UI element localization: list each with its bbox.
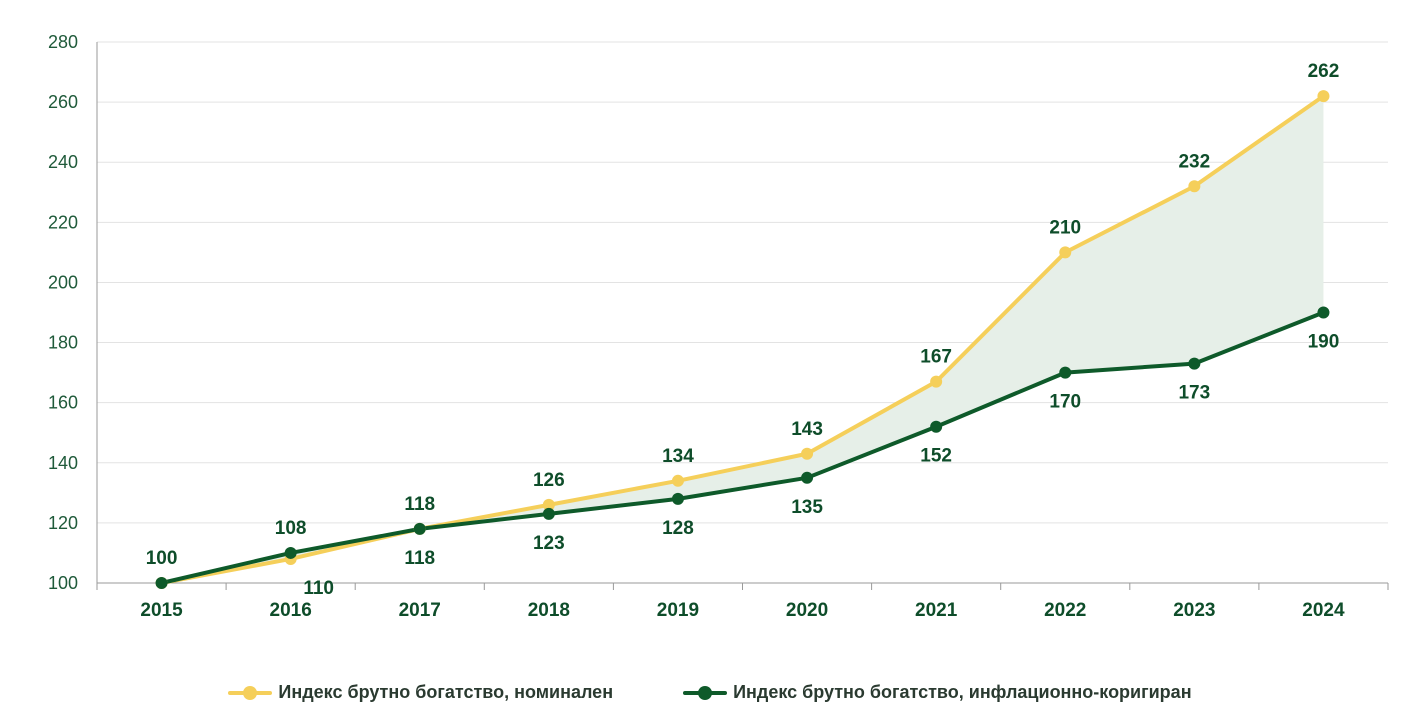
data-label-s1: 123 <box>533 533 565 554</box>
y-tick-label: 260 <box>48 92 78 112</box>
data-point-s0[interactable] <box>1188 180 1201 193</box>
y-tick-label: 240 <box>48 152 78 172</box>
data-label-s0: 262 <box>1308 61 1340 82</box>
data-point-s1[interactable] <box>413 522 426 535</box>
data-label-s0: 143 <box>791 419 823 440</box>
data-label-s0: 100 <box>146 548 178 569</box>
series-line-0 <box>159 94 1326 585</box>
data-point-s1[interactable] <box>930 420 943 433</box>
data-point-s1[interactable] <box>155 577 168 589</box>
data-point-s1[interactable] <box>542 507 555 520</box>
series-line-1 <box>159 310 1326 585</box>
y-tick-label: 160 <box>48 393 78 413</box>
legend-item-nominal[interactable]: Индекс брутно богатство, номинален <box>228 682 613 703</box>
data-label-s0: 134 <box>662 446 694 467</box>
series-lines <box>159 94 1326 585</box>
series-points <box>155 90 1330 589</box>
gridlines <box>97 41 1388 524</box>
y-tick-label: 180 <box>48 333 78 353</box>
data-label-s1: 135 <box>791 497 823 518</box>
y-tick-label: 280 <box>48 32 78 52</box>
legend-swatch-real <box>683 683 728 703</box>
y-tick-label: 140 <box>48 453 78 473</box>
data-label-s0: 126 <box>533 470 565 491</box>
data-point-s0[interactable] <box>801 447 814 460</box>
legend-label-nominal: Индекс брутно богатство, номинален <box>278 682 614 702</box>
legend-swatch-nominal <box>228 683 273 703</box>
data-label-s0: 167 <box>920 347 952 368</box>
data-label-s0: 110 <box>303 578 334 599</box>
data-point-s1[interactable] <box>671 492 684 505</box>
x-tick-label: 2016 <box>270 600 312 621</box>
y-tick-label: 220 <box>48 212 78 232</box>
data-point-s0[interactable] <box>1059 246 1072 259</box>
legend-label-real: Индекс брутно богатство, инфлационно-кор… <box>733 682 1192 702</box>
y-axis: 100 120 140 160 180 200 220 240 260 280 <box>48 32 98 593</box>
data-point-s0[interactable] <box>542 498 555 511</box>
x-axis: 2015 2016 2017 2018 2019 2020 2021 2022 2023 2024 <box>96 582 1389 621</box>
y-tick-label: 200 <box>48 272 78 292</box>
y-tick-label: 100 <box>48 573 78 593</box>
data-point-s1[interactable] <box>801 471 814 484</box>
x-tick-label: 2019 <box>657 600 699 621</box>
data-label-s1: 173 <box>1178 383 1210 404</box>
data-labels: 100 110 118 126 134 143 167 210 232 262 108 118 123 1… <box>146 61 1340 599</box>
data-label-s0: 210 <box>1049 217 1081 238</box>
x-tick-label: 2023 <box>1173 600 1215 621</box>
legend: Индекс брутно богатство, номинален Индек… <box>0 682 1420 703</box>
data-point-s0[interactable] <box>671 474 684 487</box>
data-label-s0: 232 <box>1178 151 1210 172</box>
data-point-s1[interactable] <box>284 546 297 559</box>
gap-area <box>161 96 1324 583</box>
data-point-s1[interactable] <box>1188 357 1201 370</box>
data-label-s1: 170 <box>1049 392 1081 413</box>
x-tick-label: 2018 <box>528 600 570 621</box>
y-tick-label: 120 <box>48 513 78 533</box>
data-label-s1: 152 <box>920 446 952 467</box>
x-tick-label: 2017 <box>399 600 441 621</box>
x-tick-label: 2021 <box>915 600 958 621</box>
x-tick-label: 2015 <box>140 600 183 621</box>
data-point-s0[interactable] <box>930 375 943 388</box>
data-point-s0[interactable] <box>1317 90 1330 103</box>
data-label-s1: 128 <box>662 518 694 539</box>
data-label-s0: 118 <box>404 548 435 569</box>
data-point-s1[interactable] <box>1317 306 1330 319</box>
data-label-s1: 118 <box>404 494 435 515</box>
data-label-s1: 190 <box>1308 332 1340 353</box>
x-tick-label: 2024 <box>1302 600 1345 621</box>
data-label-s1: 108 <box>275 518 307 539</box>
x-tick-label: 2022 <box>1044 600 1086 621</box>
x-tick-label: 2020 <box>786 600 828 621</box>
legend-item-real[interactable]: Индекс брутно богатство, инфлационно-кор… <box>683 682 1192 703</box>
data-point-s1[interactable] <box>1059 366 1072 379</box>
